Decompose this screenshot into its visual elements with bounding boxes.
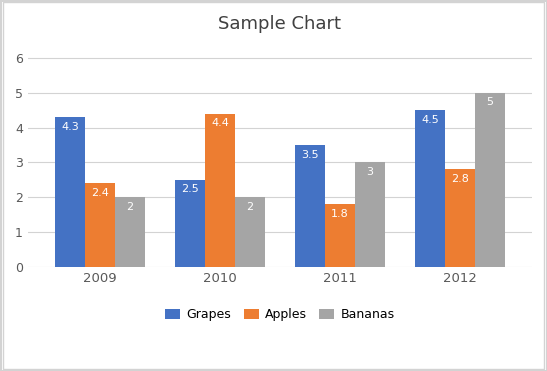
Bar [235,197,265,267]
Bar [355,162,385,267]
Bar [415,110,445,267]
Text: 4.4: 4.4 [211,118,229,128]
Text: 2: 2 [126,202,133,212]
Text: 2.4: 2.4 [91,188,109,198]
Text: 1.8: 1.8 [331,209,349,219]
Bar [475,92,505,267]
Text: 2.8: 2.8 [451,174,469,184]
Bar [55,117,85,267]
Bar [115,197,145,267]
Legend: Grapes, Apples, Bananas: Grapes, Apples, Bananas [160,303,400,326]
Title: Sample Chart: Sample Chart [218,15,341,33]
Text: 3.5: 3.5 [301,150,319,160]
Text: 4.5: 4.5 [421,115,439,125]
Bar [325,204,355,267]
Bar [205,114,235,267]
Text: 2: 2 [246,202,253,212]
Text: 5: 5 [486,97,493,107]
Bar [445,170,475,267]
Text: 3: 3 [366,167,374,177]
Bar [85,183,115,267]
Text: 4.3: 4.3 [61,122,79,132]
Bar [175,180,205,267]
Bar [295,145,325,267]
Text: 2.5: 2.5 [181,184,199,194]
